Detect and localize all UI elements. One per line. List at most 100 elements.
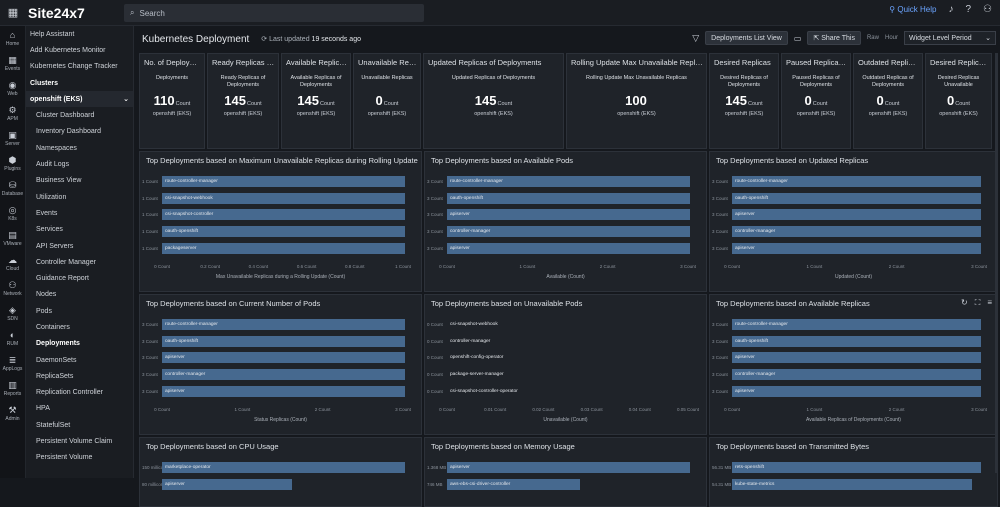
- sidebar-item[interactable]: Nodes: [26, 287, 133, 303]
- bar[interactable]: oauth-openshift: [732, 335, 981, 347]
- nav-sdn[interactable]: ◈ SDN: [0, 301, 25, 326]
- bar[interactable]: apiserver: [732, 242, 981, 254]
- sidebar-item[interactable]: Services: [26, 222, 133, 238]
- quick-help-link[interactable]: ⚲ Quick Help: [889, 5, 937, 14]
- bar[interactable]: route-controller-manager: [732, 319, 981, 330]
- bar[interactable]: apiserver: [162, 478, 292, 490]
- nav-events[interactable]: ▦ Events: [0, 51, 25, 76]
- bar[interactable]: apiserver: [162, 352, 405, 364]
- nav-web[interactable]: ◉ Web: [0, 76, 25, 101]
- sidebar-item[interactable]: Audit Logs: [26, 156, 133, 172]
- hour-toggle[interactable]: Hour: [885, 35, 898, 41]
- nav-server[interactable]: ▣ Server: [0, 126, 25, 151]
- bar[interactable]: kube-state-metrics: [732, 478, 973, 490]
- deployments-list-view-button[interactable]: Deployments List View: [705, 31, 788, 45]
- sidebar-item[interactable]: Events: [26, 205, 133, 221]
- nav-reports[interactable]: ▥ Reports: [0, 376, 25, 401]
- sidebar-item[interactable]: Inventory Dashboard: [26, 124, 133, 140]
- bar[interactable]: marketplace-operator: [162, 462, 405, 473]
- chevron-down-icon[interactable]: ⌄: [123, 96, 129, 104]
- filter-icon[interactable]: ▽: [692, 32, 700, 43]
- sidebar-item[interactable]: Cluster Dashboard: [26, 107, 133, 123]
- kpi-card[interactable]: Paused Replicas ... Paused Replicas of De…: [781, 53, 851, 149]
- bar[interactable]: route-controller-manager: [447, 176, 690, 187]
- bar[interactable]: csi-snapshot-webhook: [162, 192, 405, 204]
- sidebar-item[interactable]: Guidance Report: [26, 270, 133, 286]
- kpi-card[interactable]: Unavailable Repli... Unavailable Replicas…: [353, 53, 421, 149]
- nav-database[interactable]: ⛁ Database: [0, 176, 25, 201]
- bar[interactable]: route-controller-manager: [162, 319, 405, 330]
- sidebar-item[interactable]: Pods: [26, 303, 133, 319]
- period-select[interactable]: Widget Level Period ⌄: [904, 31, 996, 45]
- bar[interactable]: apiserver: [732, 352, 981, 364]
- notification-icon[interactable]: ♪: [948, 4, 954, 15]
- bar[interactable]: apiserver: [447, 462, 690, 473]
- nav-admin[interactable]: ⚒ Admin: [0, 401, 25, 426]
- kpi-card[interactable]: Desired Replicas Desired Replicas of Depl…: [709, 53, 779, 149]
- sidebar-item[interactable]: DaemonSets: [26, 352, 133, 368]
- sidebar-item[interactable]: Business View: [26, 173, 133, 189]
- nav-k8s[interactable]: ◎ K8s: [0, 201, 25, 226]
- bar[interactable]: apiserver: [732, 385, 981, 397]
- logo[interactable]: Site24x7: [28, 4, 85, 21]
- sidebar-item[interactable]: Add Kubernetes Monitor: [26, 42, 133, 58]
- bar[interactable]: apiserver: [162, 385, 405, 397]
- sidebar-item[interactable]: StatefulSet: [26, 417, 133, 433]
- kpi-card[interactable]: Ready Replicas of... Ready Replicas of De…: [207, 53, 279, 149]
- scrollbar[interactable]: [995, 53, 998, 473]
- nav-plugins[interactable]: ⬢ Plugins: [0, 151, 25, 176]
- sidebar-item[interactable]: openshift (EKS) ⌄: [26, 91, 133, 108]
- app-grid-icon[interactable]: ▦: [7, 7, 19, 19]
- kpi-card[interactable]: Available Replica... Available Replicas o…: [281, 53, 351, 149]
- sidebar-item[interactable]: Help Assistant: [26, 26, 133, 42]
- sidebar-item[interactable]: HPA: [26, 401, 133, 417]
- bar[interactable]: csi-snapshot-controller: [162, 209, 405, 221]
- bar[interactable]: apiserver: [447, 242, 690, 254]
- bar[interactable]: controller-manager: [162, 369, 405, 381]
- kpi-card[interactable]: Desired Replicas ... Desired Replicas Una…: [925, 53, 992, 149]
- kpi-card[interactable]: Rolling Update Max Unavailable Replicas R…: [566, 53, 707, 149]
- raw-toggle[interactable]: Raw: [867, 35, 879, 41]
- sidebar-item[interactable]: Containers: [26, 319, 133, 335]
- sidebar-item[interactable]: Persistent Volume Claim: [26, 433, 133, 449]
- bar[interactable]: controller-manager: [732, 369, 981, 381]
- bar[interactable]: oauth-openshift: [732, 192, 981, 204]
- chat-icon[interactable]: ▭: [793, 33, 802, 43]
- bar[interactable]: csi-snapshot-webhook: [447, 319, 593, 330]
- bar[interactable]: apiserver: [447, 209, 690, 221]
- share-button[interactable]: ⇱ Share This: [807, 31, 861, 45]
- bar[interactable]: csi-snapshot-controller-operator: [447, 386, 593, 397]
- sidebar-item[interactable]: Utilization: [26, 189, 133, 205]
- nav-apm[interactable]: ⚙ APM: [0, 101, 25, 126]
- nav-rum[interactable]: ◐ RUM: [0, 326, 25, 351]
- sidebar-item[interactable]: Kubernetes Change Tracker: [26, 59, 133, 75]
- bar[interactable]: controller-manager: [447, 226, 690, 238]
- nav-network[interactable]: ⚇ Network: [0, 276, 25, 301]
- bar[interactable]: route-controller-manager: [732, 176, 981, 187]
- bar[interactable]: route-controller-manager: [162, 176, 405, 187]
- sidebar-item[interactable]: Controller Manager: [26, 254, 133, 270]
- nav-home[interactable]: ⌂ Home: [0, 26, 25, 51]
- bar[interactable]: rets-openshift: [732, 462, 981, 473]
- bar[interactable]: controller-manager: [447, 336, 593, 347]
- bar[interactable]: controller-manager: [732, 226, 981, 238]
- sidebar-item[interactable]: Namespaces: [26, 140, 133, 156]
- bar[interactable]: apiserver: [732, 209, 981, 221]
- bar[interactable]: oauth-openshift: [447, 192, 690, 204]
- bar[interactable]: aws-ebs-csi-driver-controller: [447, 478, 580, 490]
- sidebar-item[interactable]: Persistent Volume: [26, 450, 133, 466]
- bar[interactable]: oauth-openshift: [162, 226, 405, 238]
- sidebar-item[interactable]: ReplicaSets: [26, 368, 133, 384]
- nav-cloud[interactable]: ☁ Cloud: [0, 251, 25, 276]
- kpi-card[interactable]: No. of Deployme... Deployments 110Count ope…: [139, 53, 205, 149]
- bar[interactable]: oauth-openshift: [162, 335, 405, 347]
- user-icon[interactable]: ⚇: [983, 4, 992, 15]
- bar[interactable]: package-server-manager: [447, 369, 593, 380]
- bar[interactable]: openshift-config-operator: [447, 352, 593, 363]
- menu-icon[interactable]: ≡: [987, 298, 992, 307]
- kpi-card[interactable]: Updated Replicas of Deployments Updated R…: [423, 53, 564, 149]
- refresh-icon[interactable]: ↻: [961, 298, 968, 307]
- expand-icon[interactable]: ⛶: [974, 298, 981, 307]
- nav-applogs[interactable]: ≣ AppLogs: [0, 351, 25, 376]
- search-input[interactable]: ⌕ Search: [124, 4, 424, 22]
